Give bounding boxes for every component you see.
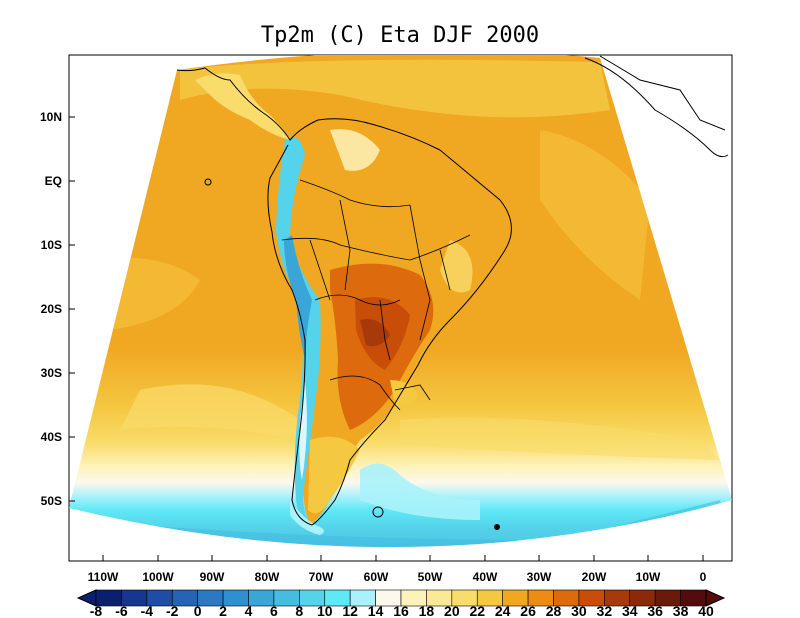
colorbar-label: 36	[647, 603, 663, 618]
lon-tick-label: 70W	[309, 570, 334, 584]
colorbar-label: -6	[115, 603, 128, 618]
map-title: Tp2m (C) Eta DJF 2000	[261, 23, 539, 48]
south-georgia	[494, 524, 500, 530]
lat-tick-label: 40S	[41, 430, 62, 444]
colorbar-label: 0	[194, 603, 202, 618]
lon-axis: 110W 100W 90W 80W 70W 60W 50W 40W 30W 20…	[88, 555, 707, 584]
country-borders	[281, 179, 471, 411]
lon-tick-label: 110W	[88, 570, 119, 584]
colorbar-label: 4	[245, 603, 253, 618]
coastlines	[176, 55, 729, 526]
lat-tick-label: 50S	[41, 494, 62, 508]
lat-tick-label: 10S	[41, 238, 62, 252]
lon-tick-label: 50W	[418, 570, 443, 584]
south-america-land	[270, 118, 512, 535]
lat-tick-label: 20S	[41, 302, 62, 316]
lon-tick-label: 30W	[527, 570, 552, 584]
colorbar-label: 16	[393, 603, 409, 618]
colorbar: -8 -6 -4 -2 0 2 4 6 8 10 12 14 16 18 20 22 24 26 28 30 32 34 3…	[76, 589, 726, 618]
lon-tick-label: 60W	[364, 570, 389, 584]
lat-tick-label: EQ	[45, 174, 62, 188]
colorbar-label: 20	[444, 603, 460, 618]
colorbar-label: 14	[368, 603, 384, 618]
lon-tick-label: 40W	[473, 570, 498, 584]
colorbar-label: 18	[419, 603, 435, 618]
lat-tick-label: 30S	[41, 366, 62, 380]
colorbar-label: 6	[270, 603, 278, 618]
colorbar-label: 30	[571, 603, 587, 618]
colorbar-label: -2	[166, 603, 179, 618]
colorbar-arrow-right	[705, 589, 726, 607]
lon-tick-label: 10W	[636, 570, 661, 584]
galapagos-islands	[204, 178, 212, 186]
colorbar-label: 24	[495, 603, 511, 618]
colorbar-label: 22	[469, 603, 485, 618]
central-america-land	[195, 73, 290, 140]
lat-axis: 10N EQ 10S 20S 30S 40S 50S	[40, 110, 75, 508]
falkland-islands	[372, 506, 384, 518]
lon-tick-label: 0	[700, 570, 707, 584]
temperature-field	[69, 55, 732, 548]
colorbar-label: 12	[342, 603, 358, 618]
colorbar-label: 26	[520, 603, 536, 618]
lon-tick-label: 100W	[142, 570, 174, 584]
colorbar-label: 8	[295, 603, 303, 618]
lat-tick-label: 10N	[40, 110, 62, 124]
colorbar-label: 32	[597, 603, 613, 618]
lon-tick-label: 20W	[582, 570, 607, 584]
lon-tick-label: 80W	[255, 570, 280, 584]
colorbar-label: 10	[317, 603, 333, 618]
lon-tick-label: 90W	[200, 570, 225, 584]
colorbar-label: 40	[698, 603, 714, 618]
colorbar-label: 28	[546, 603, 562, 618]
colorbar-label: -8	[90, 603, 103, 618]
colorbar-label: -4	[141, 603, 154, 618]
colorbar-label: 2	[219, 603, 227, 618]
colorbar-label: 34	[622, 603, 638, 618]
colorbar-label: 38	[673, 603, 689, 618]
